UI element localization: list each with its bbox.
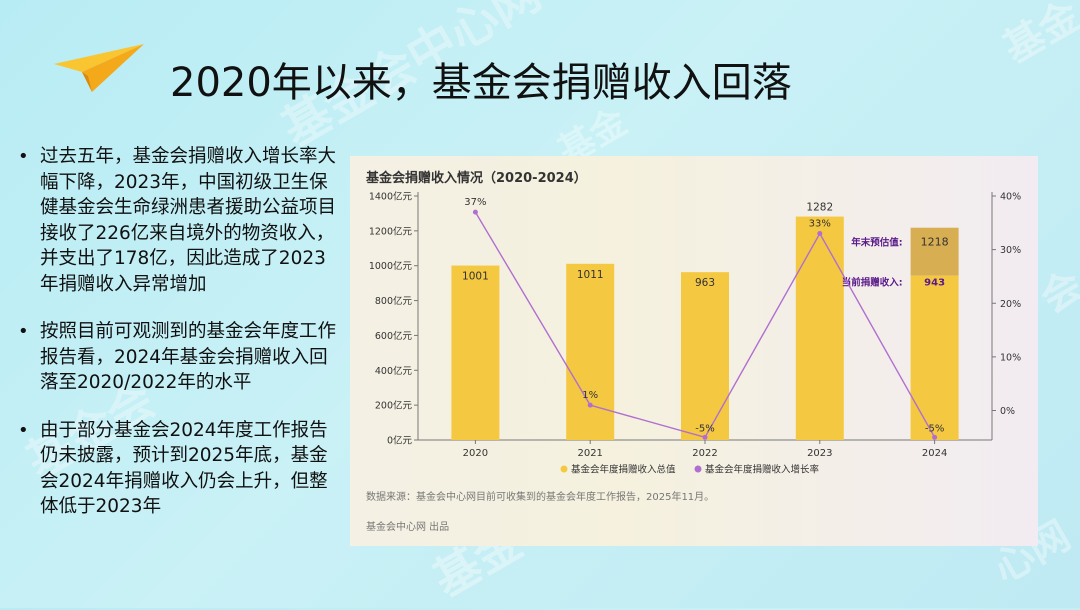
bullet-item: • 按照目前可观测到的基金会年度工作报告看，2024年基金会捐赠收入回落至2020… xyxy=(14,319,344,396)
bar xyxy=(910,275,959,440)
growth-rate-point xyxy=(702,434,708,440)
legend-line-label: 基金会年度捐赠收入增长率 xyxy=(705,464,820,476)
bullet-dot-icon: • xyxy=(18,321,29,342)
left-tick-label: 1200亿元 xyxy=(369,225,413,237)
chart-title: 基金会捐赠收入情况（2020-2024） xyxy=(366,171,587,186)
bar-value-label: 1282 xyxy=(806,202,833,214)
right-tick-label: 10% xyxy=(1000,352,1021,363)
bar-value-label: 963 xyxy=(695,277,715,289)
growth-rate-label: 37% xyxy=(464,197,486,208)
estimate-label: 年末预估值: xyxy=(851,237,902,249)
legend-bar-swatch xyxy=(560,465,568,473)
x-tick-label: 2023 xyxy=(807,448,832,459)
left-tick-label: 400亿元 xyxy=(375,365,413,377)
left-tick-label: 600亿元 xyxy=(375,330,413,342)
left-tick-label: 1000亿元 xyxy=(369,260,413,272)
chart-source: 数据来源：基金会中心网目前可收集到的基金会年度工作报告，2025年11月。 xyxy=(366,492,715,503)
left-tick-label: 200亿元 xyxy=(375,400,413,412)
growth-rate-label: -5% xyxy=(695,423,714,434)
growth-rate-label: 33% xyxy=(809,219,831,230)
bar xyxy=(681,272,729,440)
bullet-list: • 过去五年，基金会捐赠收入增长率大幅下降，2023年，中国初级卫生保健基金会生命… xyxy=(14,144,344,542)
right-tick-label: 40% xyxy=(1000,192,1021,203)
left-tick-label: 800亿元 xyxy=(375,295,413,307)
bullet-text: 按照目前可观测到的基金会年度工作报告看，2024年基金会捐赠收入回落至2020/… xyxy=(40,321,337,393)
x-tick-label: 2021 xyxy=(577,448,602,459)
growth-rate-label: 1% xyxy=(582,390,598,401)
x-tick-label: 2024 xyxy=(922,448,947,459)
bullet-dot-icon: • xyxy=(18,146,29,167)
growth-rate-label: -5% xyxy=(925,423,944,434)
right-tick-label: 30% xyxy=(1000,245,1021,256)
bar xyxy=(566,263,615,440)
estimate-bar-segment xyxy=(910,227,959,276)
bar-value-label: 1011 xyxy=(577,269,604,281)
chart-panel: 基金会捐赠收入情况（2020-2024） 0亿元 200亿元 400亿元 600亿元 8… xyxy=(350,156,1038,546)
bullet-dot-icon: • xyxy=(18,419,29,441)
chart-svg: 0亿元 200亿元 400亿元 600亿元 800亿元 1000亿元 1200亿元 1400亿… xyxy=(369,191,1021,476)
chart-credit: 基金会中心网 出品 xyxy=(366,522,450,533)
estimate-value-label: 1218 xyxy=(921,236,949,249)
growth-rate-point xyxy=(817,231,823,237)
watermark: 基金 xyxy=(995,0,1080,73)
paper-plane-icon xyxy=(54,44,144,92)
bullet-text: 过去五年，基金会捐赠收入增长率大幅下降，2023年，中国初级卫生保健基金会生命绿… xyxy=(40,146,337,295)
legend-line-swatch xyxy=(694,465,702,473)
current-label: 当前捐赠收入: xyxy=(842,277,903,289)
growth-rate-point xyxy=(932,434,938,440)
bar xyxy=(451,265,500,440)
bar-value-label: 1001 xyxy=(462,271,489,283)
left-tick-label: 1400亿元 xyxy=(369,191,413,203)
bullet-item: • 过去五年，基金会捐赠收入增长率大幅下降，2023年，中国初级卫生保健基金会生命… xyxy=(14,144,344,297)
right-tick-label: 0% xyxy=(1000,406,1015,417)
current-value-label: 943 xyxy=(924,278,945,289)
bullet-item: • 由于部分基金会2024年度工作报告仍未披露，预计到2025年底，基金会2024… xyxy=(14,418,344,520)
legend-bar-label: 基金会年度捐赠收入总值 xyxy=(571,464,676,476)
growth-rate-point xyxy=(472,209,478,215)
bullet-text: 由于部分基金会2024年度工作报告仍未披露，预计到2025年底，基金会2024年… xyxy=(40,419,328,518)
growth-rate-point xyxy=(587,402,593,408)
bar xyxy=(795,216,844,440)
x-tick-label: 2020 xyxy=(463,448,488,459)
x-tick-label: 2022 xyxy=(692,448,717,459)
page-title: 2020年以来，基金会捐赠收入回落 xyxy=(170,60,792,106)
left-tick-label: 0亿元 xyxy=(387,435,413,447)
right-tick-label: 20% xyxy=(1000,299,1021,310)
